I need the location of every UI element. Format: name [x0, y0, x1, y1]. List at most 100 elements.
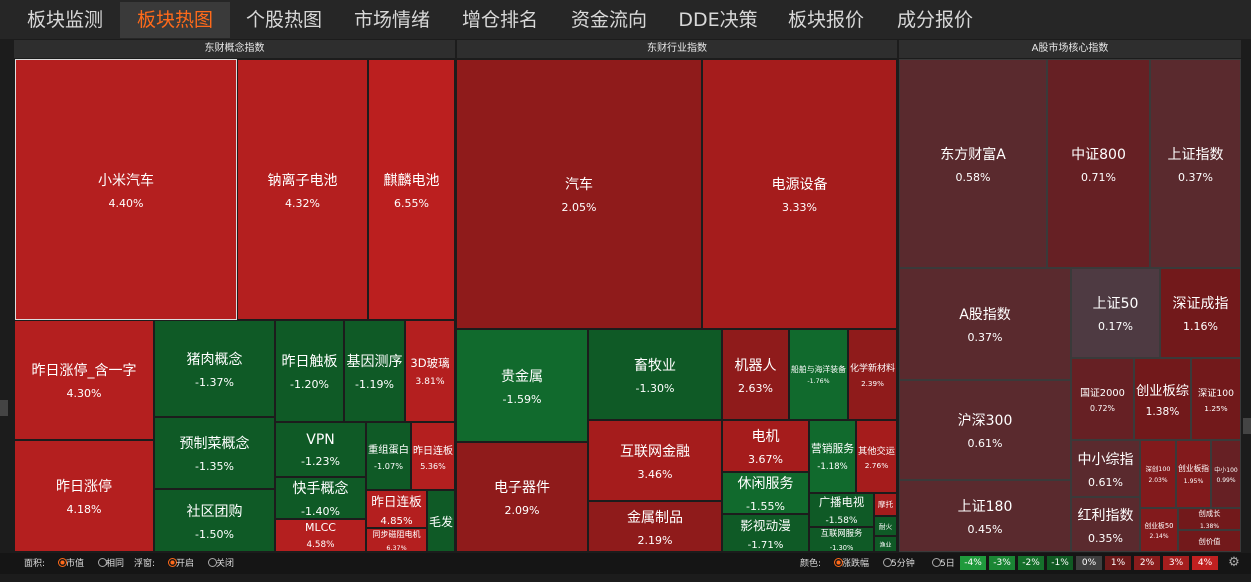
- tile[interactable]: 电子器件 2.09%: [456, 442, 588, 552]
- tile-name: 船舶与海洋装备: [791, 364, 846, 374]
- radio[interactable]: [204, 556, 217, 572]
- tile[interactable]: 沪深300 0.61%: [899, 380, 1071, 480]
- tile[interactable]: 昨日连板 5.36%: [411, 422, 455, 490]
- tab[interactable]: 市场情绪: [353, 9, 430, 31]
- tile[interactable]: 创成长 1.38%: [1178, 508, 1241, 530]
- tile-name: 创业板综: [1135, 384, 1189, 400]
- tile[interactable]: 上证50 0.17%: [1071, 268, 1160, 358]
- tile[interactable]: 金属制品 2.19%: [588, 501, 722, 552]
- tile[interactable]: 贵金属 -1.59%: [456, 329, 588, 442]
- tile-change: 0.17%: [1098, 320, 1133, 333]
- tile-change: -1.23%: [301, 454, 340, 468]
- tile[interactable]: 预制菜概念 -1.35%: [154, 417, 275, 489]
- tile[interactable]: 耐火: [874, 516, 897, 536]
- tile[interactable]: 互联网金融 3.46%: [588, 420, 722, 501]
- tile[interactable]: 上证180 0.45%: [899, 480, 1071, 552]
- tile[interactable]: 电机 3.67%: [722, 420, 809, 472]
- tile-change: 2.39%: [861, 378, 884, 388]
- tile-name: 畜牧业: [634, 357, 676, 374]
- radio[interactable]: [54, 556, 67, 572]
- tile[interactable]: 猪肉概念 -1.37%: [154, 320, 275, 417]
- tile[interactable]: 毛发: [427, 490, 455, 552]
- radio-label[interactable]: 5日: [940, 559, 955, 569]
- tile[interactable]: 创价值: [1178, 530, 1241, 552]
- tile[interactable]: 深创100 2.03%: [1140, 440, 1176, 508]
- tile[interactable]: 社区团购 -1.50%: [154, 489, 275, 552]
- tile[interactable]: 昨日涨停_含一字 4.30%: [14, 320, 154, 440]
- tile[interactable]: 昨日触板 -1.20%: [275, 320, 344, 422]
- tile[interactable]: 创业板50 2.14%: [1140, 508, 1178, 552]
- tile[interactable]: 同步磁阻电机 6.37%: [366, 528, 427, 552]
- tile[interactable]: 重组蛋白 -1.07%: [366, 422, 411, 490]
- tile[interactable]: 中小综指 0.61%: [1071, 440, 1140, 497]
- tile[interactable]: 国证2000 0.72%: [1071, 358, 1134, 440]
- tile[interactable]: 休闲服务 -1.55%: [722, 472, 809, 514]
- tile[interactable]: 机器人 2.63%: [722, 329, 789, 420]
- tab[interactable]: DDE决策: [678, 9, 758, 31]
- settings-icon[interactable]: ⚙: [1228, 555, 1240, 570]
- tab[interactable]: 板块监测: [26, 9, 103, 31]
- tile-name: 创业板50: [1144, 521, 1174, 530]
- left-arrow[interactable]: [0, 400, 8, 416]
- tile[interactable]: 其他交运 2.76%: [856, 420, 897, 493]
- tile-name: 化学新材料: [849, 364, 895, 375]
- radio-label[interactable]: 涨跌幅: [842, 559, 870, 569]
- tile[interactable]: 畜牧业 -1.30%: [588, 329, 722, 420]
- tile[interactable]: 化学新材料 2.39%: [848, 329, 897, 420]
- tile[interactable]: 创业板综 1.38%: [1134, 358, 1191, 440]
- radio[interactable]: [164, 556, 177, 572]
- tile[interactable]: 深证成指 1.16%: [1160, 268, 1241, 358]
- radio-label[interactable]: 市值: [66, 559, 85, 569]
- tile[interactable]: 汽车 2.05%: [456, 59, 702, 329]
- radio-label[interactable]: 开启: [176, 559, 195, 569]
- tile[interactable]: 小米汽车 4.40%: [15, 59, 237, 320]
- tab[interactable]: 个股热图: [245, 9, 322, 31]
- radio-label[interactable]: 相同: [106, 559, 125, 569]
- radio[interactable]: [879, 556, 892, 572]
- tile[interactable]: VPN -1.23%: [275, 422, 366, 477]
- tile[interactable]: 钠离子电池 4.32%: [237, 59, 368, 320]
- radio-label[interactable]: 5分钟: [891, 559, 915, 569]
- radio[interactable]: [94, 556, 107, 572]
- tile[interactable]: MLCC 4.58%: [275, 519, 366, 552]
- tile[interactable]: 基因测序 -1.19%: [344, 320, 405, 422]
- tile[interactable]: 营销服务 -1.18%: [809, 420, 856, 493]
- tile[interactable]: 东方财富A 0.58%: [899, 59, 1047, 268]
- radio[interactable]: [830, 556, 843, 572]
- tab[interactable]: 板块热图: [120, 2, 230, 38]
- tile-name: 电机: [751, 429, 780, 445]
- tile[interactable]: 中小100 0.99%: [1211, 440, 1241, 508]
- tile[interactable]: 昨日连板 4.85%: [366, 490, 427, 528]
- tile[interactable]: 中证800 0.71%: [1047, 59, 1150, 268]
- tile[interactable]: 电源设备 3.33%: [702, 59, 897, 329]
- tile-change: -1.35%: [195, 460, 234, 473]
- tab[interactable]: 增仓排名: [461, 9, 538, 31]
- tile[interactable]: 摩托: [874, 493, 897, 516]
- tile-change: -1.76%: [807, 378, 830, 386]
- tab[interactable]: 成分报价: [896, 9, 973, 31]
- tile-name: 摩托: [877, 500, 894, 509]
- tile[interactable]: 互联网服务 -1.30%: [809, 527, 874, 552]
- radio[interactable]: [928, 556, 941, 572]
- tile[interactable]: 深证100 1.25%: [1191, 358, 1241, 440]
- tile[interactable]: 渔业: [874, 536, 897, 552]
- tile[interactable]: 影视动漫 -1.71%: [722, 514, 809, 552]
- tile-change: 0.37%: [967, 331, 1003, 344]
- tab[interactable]: 板块报价: [787, 9, 864, 31]
- tile[interactable]: 上证指数 0.37%: [1150, 59, 1241, 268]
- tile[interactable]: 红利指数 0.35%: [1071, 497, 1140, 552]
- tile[interactable]: 快手概念 -1.40%: [275, 477, 366, 519]
- tile[interactable]: A股指数 0.37%: [899, 268, 1071, 380]
- tile-change: -1.50%: [195, 527, 234, 541]
- tile[interactable]: 麒麟电池 6.55%: [368, 59, 455, 320]
- tile[interactable]: 广播电视 -1.58%: [809, 493, 874, 527]
- tile[interactable]: 船舶与海洋装备 -1.76%: [789, 329, 848, 420]
- tab[interactable]: 资金流向: [570, 9, 647, 31]
- right-arrow[interactable]: [1243, 418, 1251, 434]
- tile[interactable]: 3D玻璃 3.81%: [405, 320, 455, 422]
- tile[interactable]: 创业板指 1.95%: [1176, 440, 1211, 508]
- tile-change: 3.67%: [748, 453, 783, 466]
- radio-label[interactable]: 关闭: [216, 559, 235, 569]
- tile[interactable]: 昨日涨停 4.18%: [14, 440, 154, 552]
- tile-change: 6.37%: [386, 543, 407, 552]
